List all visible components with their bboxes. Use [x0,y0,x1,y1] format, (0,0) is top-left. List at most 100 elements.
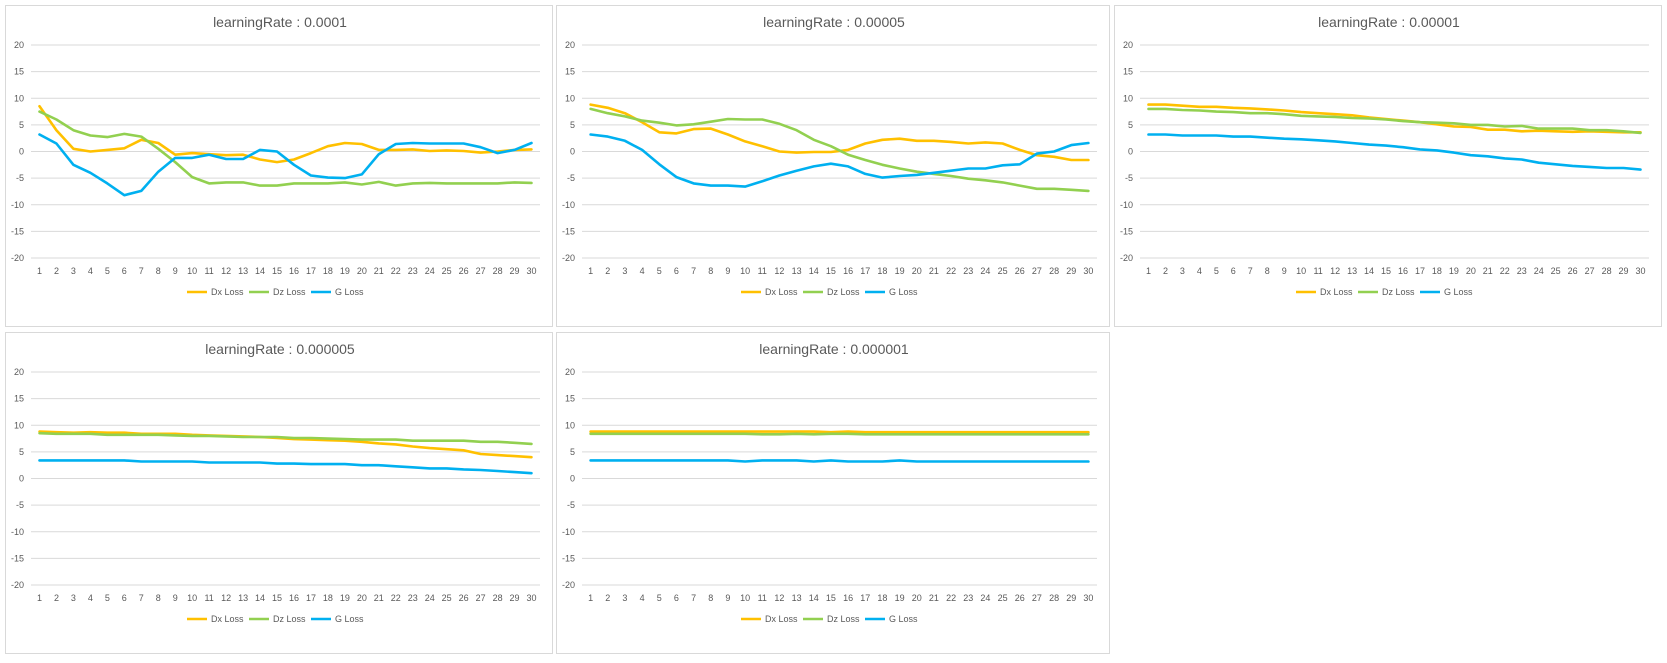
x-tick-label: 23 [1517,266,1527,276]
x-tick-label: 3 [622,593,627,603]
x-tick-label: 16 [289,266,299,276]
x-tick-label: 22 [391,593,401,603]
x-tick-label: 23 [408,266,418,276]
chart-title: learningRate : 0.0001 [213,14,347,30]
x-tick-label: 11 [204,593,213,603]
x-tick-label: 22 [946,593,956,603]
x-tick-label: 21 [374,593,384,603]
x-tick-label: 30 [1083,266,1093,276]
x-tick-label: 28 [493,266,503,276]
chart-title: learningRate : 0.000005 [205,341,355,357]
x-tick-label: 28 [493,593,503,603]
x-tick-label: 16 [843,266,853,276]
x-tick-label: 19 [340,266,350,276]
x-tick-label: 19 [340,593,350,603]
y-tick-label: -10 [562,200,575,210]
y-tick-label: 0 [570,147,575,157]
y-tick-label: -5 [16,500,24,510]
chart-title: learningRate : 0.00001 [1318,14,1460,30]
series-line-dz-loss [38,431,533,446]
x-tick-label: 17 [306,593,316,603]
x-tick-label: 21 [374,266,384,276]
y-tick-label: 0 [570,474,575,484]
x-tick-label: 27 [1032,266,1042,276]
y-tick-label: 10 [14,420,24,430]
x-tick-label: 6 [674,593,679,603]
x-tick-label: 29 [510,266,520,276]
x-tick-label: 1 [588,266,593,276]
y-tick-label: 20 [1123,40,1133,50]
x-tick-label: 7 [691,266,696,276]
series-line-dz-loss [1147,107,1642,135]
x-tick-label: 10 [740,593,750,603]
x-tick-label: 12 [774,266,784,276]
x-tick-label: 17 [1415,266,1425,276]
x-tick-label: 26 [1015,593,1025,603]
y-tick-label: -20 [562,253,575,263]
x-tick-label: 5 [105,593,110,603]
y-tick-label: 10 [565,93,575,103]
legend-label: Dz Loss [1382,287,1415,297]
legend-label: Dz Loss [827,614,860,624]
x-tick-label: 13 [238,593,248,603]
x-tick-label: 5 [657,266,662,276]
x-tick-label: 25 [998,593,1008,603]
x-tick-label: 18 [1432,266,1442,276]
y-tick-label: 15 [1123,67,1133,77]
x-tick-label: 28 [1602,266,1612,276]
x-tick-label: 8 [156,593,161,603]
x-tick-label: 4 [88,266,93,276]
x-tick-label: 24 [1534,266,1544,276]
x-tick-label: 30 [1636,266,1646,276]
legend-label: G Loss [889,614,918,624]
series-line-g-loss [38,459,533,475]
x-tick-label: 2 [605,593,610,603]
x-tick-label: 18 [877,266,887,276]
x-tick-label: 22 [391,266,401,276]
y-tick-label: -10 [11,200,24,210]
x-tick-label: 4 [1197,266,1202,276]
x-tick-label: 29 [1619,266,1629,276]
chart-title: learningRate : 0.00005 [763,14,905,30]
x-tick-label: 2 [54,593,59,603]
series-line-g-loss [589,459,1090,463]
x-tick-label: 14 [809,266,819,276]
legend-label: Dx Loss [765,287,798,297]
y-tick-label: -15 [1120,226,1133,236]
series-line-g-loss [1147,133,1642,171]
chart-title: learningRate : 0.000001 [759,341,909,357]
y-tick-label: -20 [1120,253,1133,263]
x-tick-label: 4 [88,593,93,603]
legend-label: G Loss [335,287,364,297]
chart-panel-1: learningRate : 0.0001 -20 -15 -10 -5 0 5 10 15 20… [5,5,553,327]
x-tick-label: 27 [476,266,486,276]
y-tick-label: 10 [14,93,24,103]
x-tick-label: 20 [912,266,922,276]
x-tick-label: 25 [442,266,452,276]
x-tick-label: 1 [37,266,42,276]
x-tick-label: 14 [255,593,265,603]
y-tick-label: 20 [565,367,575,377]
y-tick-label: 0 [19,474,24,484]
x-tick-label: 9 [725,593,730,603]
x-tick-label: 21 [1483,266,1493,276]
x-tick-label: 27 [476,593,486,603]
x-tick-label: 30 [527,593,537,603]
x-tick-label: 13 [792,266,802,276]
y-tick-label: -15 [562,553,575,563]
x-tick-label: 24 [425,593,435,603]
x-tick-label: 26 [459,266,469,276]
chart-panel-2: learningRate : 0.00005 -20 -15 -10 -5 0 5 10 15 2… [556,5,1110,327]
x-tick-label: 13 [238,266,248,276]
x-tick-label: 9 [1282,266,1287,276]
x-tick-label: 17 [306,266,316,276]
x-tick-label: 4 [640,593,645,603]
x-tick-label: 11 [204,266,213,276]
x-tick-label: 10 [1296,266,1306,276]
legend-label: Dz Loss [273,287,306,297]
y-tick-label: 20 [14,40,24,50]
x-tick-label: 30 [1083,593,1093,603]
legend-label: Dx Loss [765,614,798,624]
x-tick-label: 8 [708,266,713,276]
x-tick-label: 24 [980,593,990,603]
